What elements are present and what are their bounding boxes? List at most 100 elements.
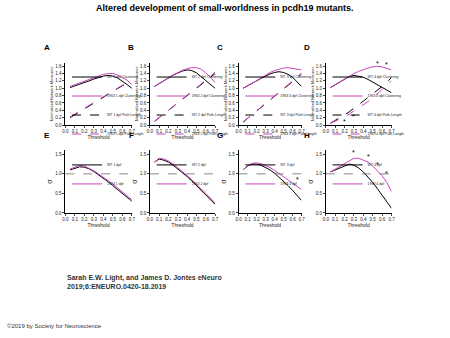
svg-text:*: * [343, 118, 346, 125]
svg-text:0.0: 0.0 [55, 123, 62, 128]
svg-text:0.1: 0.1 [244, 129, 251, 134]
svg-text:WT 3 dpf Clustering: WT 3 dpf Clustering [280, 75, 311, 79]
svg-text:0.4: 0.4 [100, 217, 107, 222]
svg-text:0.1: 0.1 [332, 217, 339, 222]
svg-text:0.2: 0.2 [229, 115, 236, 120]
svg-text:0.0: 0.0 [62, 217, 69, 222]
svg-text:0.6: 0.6 [55, 101, 62, 106]
svg-text:0.5: 0.5 [55, 191, 62, 196]
svg-text:0.2: 0.2 [81, 129, 88, 134]
svg-text:0.3: 0.3 [351, 217, 358, 222]
svg-text:1963 2 dpf Path Length: 1963 2 dpf Path Length [192, 132, 228, 136]
svg-text:0.3: 0.3 [91, 217, 98, 222]
svg-text:1963 4 dpf Path Length: 1963 4 dpf Path Length [368, 132, 404, 136]
svg-text:0.4: 0.4 [360, 129, 367, 134]
svg-text:1.6: 1.6 [55, 64, 62, 69]
svg-text:WT 3 dpf: WT 3 dpf [280, 163, 294, 167]
svg-text:0.5: 0.5 [140, 191, 147, 196]
svg-text:1.5: 1.5 [316, 152, 323, 157]
svg-text:H: H [304, 131, 310, 140]
svg-text:0.3: 0.3 [175, 217, 182, 222]
svg-text:0.4: 0.4 [140, 108, 147, 113]
svg-text:1.4: 1.4 [229, 71, 236, 76]
svg-text:0.6: 0.6 [119, 217, 126, 222]
svg-text:0.6: 0.6 [379, 217, 386, 222]
svg-text:WT 1 dpf Path Length: WT 1 dpf Path Length [107, 113, 141, 117]
svg-text:0.0: 0.0 [147, 217, 154, 222]
svg-text:1963 4 dpf: 1963 4 dpf [368, 182, 385, 186]
svg-text:*: * [367, 153, 370, 160]
svg-text:WT 4 dpf Path Length: WT 4 dpf Path Length [368, 113, 402, 117]
svg-text:0.2: 0.2 [81, 217, 88, 222]
svg-text:1.0: 1.0 [140, 171, 147, 176]
svg-text:0.4: 0.4 [271, 217, 278, 222]
svg-text:0.2: 0.2 [165, 217, 172, 222]
svg-text:0.4: 0.4 [184, 129, 191, 134]
svg-text:1.6: 1.6 [229, 64, 236, 69]
svg-text:0.6: 0.6 [316, 101, 323, 106]
svg-text:0.3: 0.3 [351, 129, 358, 134]
svg-text:σ: σ [307, 179, 314, 184]
svg-text:0.5: 0.5 [229, 191, 236, 196]
svg-text:0.1: 0.1 [72, 129, 79, 134]
svg-text:0.1: 0.1 [72, 217, 79, 222]
svg-text:0.0: 0.0 [323, 129, 330, 134]
svg-text:Altered development of small-w: Altered development of small-worldness i… [96, 3, 354, 13]
svg-text:0.5: 0.5 [370, 217, 377, 222]
svg-text:0.1: 0.1 [156, 217, 163, 222]
svg-text:0.7: 0.7 [388, 217, 395, 222]
svg-text:E: E [44, 131, 50, 140]
svg-text:G: G [217, 131, 223, 140]
svg-text:1.0: 1.0 [55, 86, 62, 91]
svg-text:*: * [376, 161, 379, 168]
svg-text:0.5: 0.5 [280, 217, 287, 222]
svg-text:F: F [129, 131, 134, 140]
svg-text:A: A [44, 43, 50, 52]
svg-text:1.2: 1.2 [229, 78, 236, 83]
svg-text:0.6: 0.6 [289, 217, 296, 222]
svg-text:1.0: 1.0 [55, 171, 62, 176]
svg-text:1.0: 1.0 [140, 86, 147, 91]
svg-text:0.3: 0.3 [262, 217, 269, 222]
svg-text:1.5: 1.5 [140, 152, 147, 157]
svg-text:0.5: 0.5 [316, 191, 323, 196]
svg-text:*: * [385, 170, 388, 177]
svg-text:0.2: 0.2 [165, 129, 172, 134]
svg-text:1.0: 1.0 [316, 86, 323, 91]
svg-text:1963 3 dpf Clustering: 1963 3 dpf Clustering [280, 94, 313, 98]
svg-text:1963 4 dpf Clustering: 1963 4 dpf Clustering [368, 94, 401, 98]
svg-text:WT 3 dpf Path Length: WT 3 dpf Path Length [280, 113, 314, 117]
svg-text:Normalized Network Measures: Normalized Network Measures [223, 66, 228, 121]
svg-text:0.0: 0.0 [140, 123, 147, 128]
svg-text:0.1: 0.1 [156, 129, 163, 134]
svg-text:1963 1 dpf Path Length: 1963 1 dpf Path Length [107, 132, 143, 136]
svg-text:1.4: 1.4 [55, 71, 62, 76]
svg-text:0.4: 0.4 [316, 108, 323, 113]
svg-text:0.8: 0.8 [316, 93, 323, 98]
svg-text:*: * [352, 149, 355, 156]
svg-text:WT 2 dpf Path Length: WT 2 dpf Path Length [192, 113, 226, 117]
svg-text:WT 1 dpf Clustering: WT 1 dpf Clustering [107, 75, 138, 79]
svg-text:C: C [217, 43, 223, 52]
svg-text:σ: σ [220, 179, 227, 184]
svg-text:0.2: 0.2 [253, 217, 260, 222]
svg-text:0.8: 0.8 [55, 93, 62, 98]
svg-text:0.2: 0.2 [253, 129, 260, 134]
svg-text:0.2: 0.2 [341, 217, 348, 222]
svg-text:0.1: 0.1 [332, 129, 339, 134]
svg-text:1.0: 1.0 [229, 171, 236, 176]
svg-text:0.3: 0.3 [262, 129, 269, 134]
svg-text:1.0: 1.0 [316, 171, 323, 176]
svg-text:Threshold: Threshold [259, 222, 281, 228]
svg-text:WT 1 dpf: WT 1 dpf [107, 163, 121, 167]
svg-text:1.2: 1.2 [316, 78, 323, 83]
svg-text:0.7: 0.7 [129, 217, 136, 222]
svg-text:*: * [376, 60, 379, 67]
svg-text:0.0: 0.0 [229, 123, 236, 128]
svg-text:1.6: 1.6 [140, 64, 147, 69]
svg-text:Threshold: Threshold [87, 222, 109, 228]
svg-text:Threshold: Threshold [348, 222, 370, 228]
svg-text:*: * [296, 176, 299, 183]
svg-text:0.0: 0.0 [229, 211, 236, 216]
svg-text:0.1: 0.1 [244, 217, 251, 222]
